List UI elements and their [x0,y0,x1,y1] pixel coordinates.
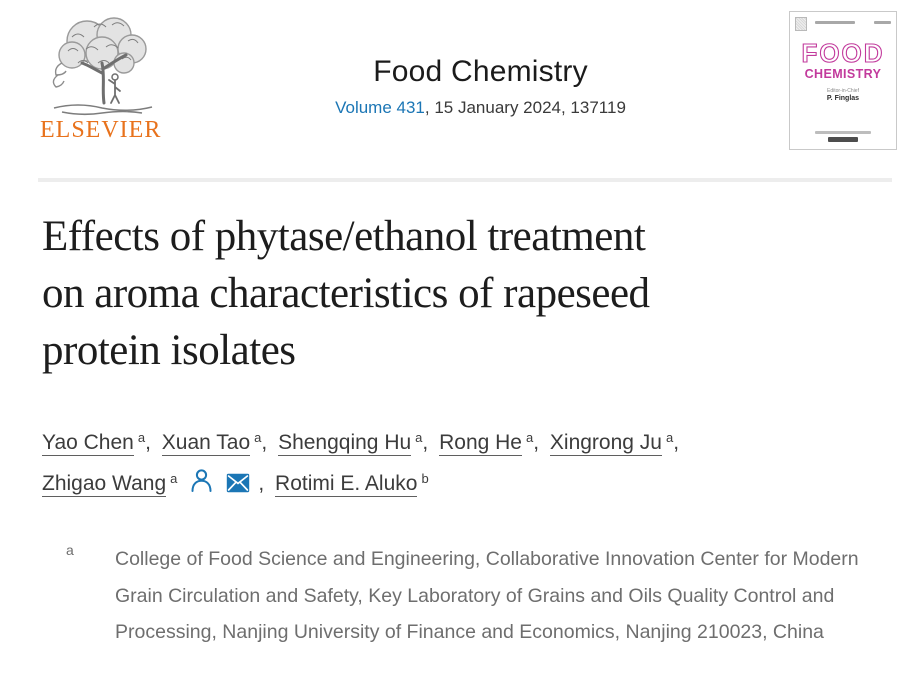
article-title-line: on aroma characteristics of rapeseed [42,270,650,317]
issue-info: , 15 January 2024, 137119 [424,98,626,117]
article-title-line: protein isolates [42,327,296,374]
author-list: Yao Chen a, Xuan Tao a, Shengqing Hu a, Ron… [42,423,869,505]
envelope-icon[interactable] [226,473,250,493]
author: Xingrong Ju a, [549,430,684,456]
cover-issn-microtext-bar [874,21,891,24]
author-corresponding: Zhigao Wang a, [42,469,269,497]
author-link[interactable]: Rotimi E. Aluko [275,472,418,497]
volume-line: Volume 431, 15 January 2024, 137119 [172,98,789,118]
person-icon[interactable] [190,468,213,493]
author-line-1: Yao Chen a, Xuan Tao a, Shengqing Hu a, Ron… [42,423,869,464]
author-link[interactable]: Yao Chen [42,431,134,456]
author-affiliation-sup: a [254,430,262,445]
journal-title-link[interactable]: Food Chemistry [373,55,588,88]
tree-trunk [80,53,128,105]
affiliation-marker: a [66,542,74,558]
journal-header: ELSEVIER Food Chemistry Volume 431, 15 J… [0,0,909,152]
author-link[interactable]: Xuan Tao [161,431,251,456]
author: Rong He a, [439,430,544,456]
author-link[interactable]: Xingrong Ju [549,431,662,456]
author-affiliation-sup: b [421,471,429,486]
author-separator: , [422,431,429,454]
author-separator: , [533,431,540,454]
cover-title-food: FOOD [801,39,884,67]
journal-cover-thumbnail[interactable]: FOOD CHEMISTRY Editor-in-Chief P. Fingla… [789,11,897,150]
author-separator: , [261,431,268,454]
journal-meta: Food Chemistry Volume 431, 15 January 20… [172,11,789,118]
author: Rotimi E. Aluko b [275,471,429,497]
cover-editor-label: Editor-in-Chief [827,88,859,94]
affiliation-item: a College of Food Science and Engineerin… [0,541,909,651]
author-affiliation-sup: a [170,471,178,486]
author-separator: , [145,431,151,454]
author-separator: , [258,472,265,495]
tree-figure [108,73,121,104]
cover-footer-microtext-bar [815,131,871,134]
tree-ground [53,104,153,116]
cover-sciencedirect-bar [828,137,858,142]
header-divider [38,178,892,182]
author-affiliation-sup: a [415,430,423,445]
author-line-2: Zhigao Wang a, Rotimi E. Aluko b [42,464,869,505]
cover-elsevier-mini-logo [795,17,807,31]
cover-editor-name: P. Finglas [826,95,860,102]
article-title-line: Effects of phytase/ethanol treatment [42,213,646,260]
author-separator: , [673,431,680,454]
author-affiliation-sup: a [525,430,534,445]
tree-ribbon [52,62,67,88]
cover-footer [790,131,896,142]
author-link[interactable]: Rong He [439,431,522,456]
cover-volume-microtext-bar [815,21,855,24]
author: Shengqing Hu a, [278,430,433,456]
elsevier-wordmark: ELSEVIER [40,117,162,143]
author-link[interactable]: Shengqing Hu [278,431,412,456]
elsevier-logo[interactable]: ELSEVIER [40,11,172,144]
author: Xuan Tao a, [161,430,272,456]
cover-masthead [795,17,891,31]
affiliation-text: College of Food Science and Engineering,… [115,548,859,643]
svg-text:FOOD: FOOD [801,39,884,67]
cover-title-chemistry: CHEMISTRY [804,67,882,81]
volume-link[interactable]: Volume 431 [335,98,425,117]
author: Yao Chen a, [42,430,156,456]
article-title: Effects of phytase/ethanol treatment on … [42,208,869,379]
author-affiliation-sup: a [137,430,146,445]
author-affiliation-sup: a [665,430,674,445]
author-link[interactable]: Zhigao Wang [42,472,167,497]
elsevier-tree-icon [52,17,153,116]
